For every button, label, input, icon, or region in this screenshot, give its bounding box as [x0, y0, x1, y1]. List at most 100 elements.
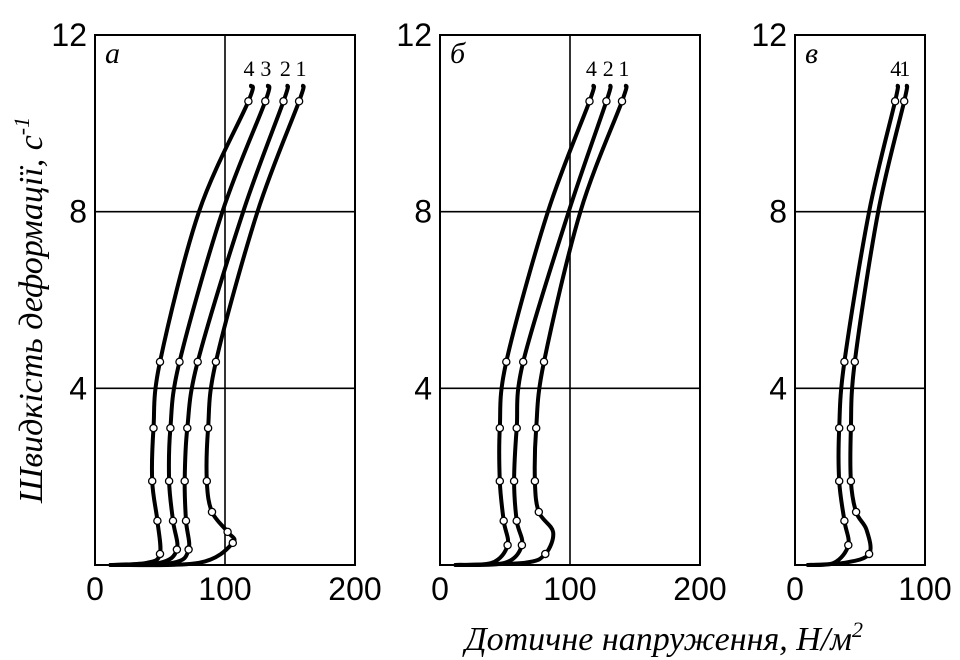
y-tick-label: 12 — [751, 17, 787, 53]
panel-letter: б — [450, 37, 466, 70]
panel-letter: a — [105, 37, 120, 70]
y-tick-label: 8 — [769, 194, 787, 230]
y-axis-title: Швидкість деформації, с-1 — [9, 117, 50, 504]
data-point — [503, 540, 512, 550]
data-point — [840, 357, 849, 367]
data-point — [149, 423, 158, 433]
x-tick-label: 100 — [543, 571, 596, 607]
y-tick-label: 4 — [414, 370, 432, 406]
data-point — [164, 476, 174, 486]
data-point — [147, 476, 157, 486]
x-axis-title: Дотичне напруження, Н/м2 — [462, 617, 863, 658]
series-label-1: 1 — [296, 56, 307, 81]
y-tick-label: 8 — [414, 194, 432, 230]
data-point — [602, 97, 611, 106]
data-point — [617, 97, 627, 106]
data-point — [834, 423, 844, 433]
data-point — [840, 516, 849, 526]
x-tick-label: 0 — [86, 571, 104, 607]
x-tick-label: 100 — [898, 571, 951, 607]
data-point — [518, 357, 528, 367]
data-point — [846, 476, 856, 486]
data-point — [502, 357, 511, 367]
x-tick-label: 200 — [673, 571, 726, 607]
x-tick-label: 100 — [198, 571, 251, 607]
data-point — [534, 507, 544, 517]
series-label-4: 4 — [244, 56, 255, 81]
plot-frame — [439, 34, 701, 566]
data-point — [846, 423, 856, 433]
data-point — [850, 357, 860, 367]
data-point — [193, 357, 202, 367]
data-point — [495, 476, 505, 486]
plot-frame — [794, 34, 926, 566]
series-label-4: 4 — [890, 56, 901, 81]
plot-frame — [94, 34, 356, 566]
series-line-1 — [453, 83, 629, 567]
series-line-1 — [806, 83, 910, 567]
data-point — [228, 538, 238, 548]
data-point — [166, 423, 175, 433]
series-label-3: 3 — [260, 56, 271, 81]
x-tick-label: 200 — [328, 571, 381, 607]
data-point — [211, 357, 221, 367]
data-point — [202, 476, 212, 486]
series-line-2 — [108, 83, 290, 567]
data-point — [155, 357, 165, 367]
y-axis-title-text: Швидкість деформації, с — [13, 135, 50, 504]
panel-letter: в — [805, 37, 818, 70]
data-point — [184, 545, 193, 554]
data-point — [153, 516, 162, 526]
data-point — [844, 540, 853, 550]
data-point — [180, 476, 189, 486]
y-tick-label: 8 — [69, 194, 87, 230]
data-point — [531, 423, 541, 433]
series-line-2 — [453, 83, 613, 567]
data-point — [834, 476, 844, 486]
data-point — [172, 545, 182, 554]
data-point — [181, 516, 191, 526]
series-label-1: 1 — [899, 56, 910, 81]
series-line-1 — [108, 83, 306, 568]
data-point — [541, 549, 550, 559]
data-point — [203, 423, 213, 433]
x-axis-title-text: Дотичне напруження, Н/м — [462, 621, 852, 658]
y-tick-label: 4 — [769, 370, 787, 406]
data-point — [530, 476, 540, 486]
x-axis-title-superscript: 2 — [852, 617, 863, 642]
data-point — [899, 97, 909, 106]
series-label-4: 4 — [586, 56, 597, 81]
data-point — [279, 97, 288, 106]
data-point — [294, 97, 304, 106]
y-tick-label: 12 — [51, 17, 87, 53]
series-label-2: 2 — [603, 56, 614, 81]
y-tick-label: 4 — [69, 370, 87, 406]
x-tick-label: 0 — [786, 571, 804, 607]
data-point — [509, 476, 519, 486]
data-point — [512, 516, 521, 526]
data-point — [585, 97, 594, 106]
series-line-3 — [108, 83, 272, 567]
y-axis-title-superscript: -1 — [9, 117, 34, 135]
data-point — [851, 507, 861, 517]
series-label-2: 2 — [280, 56, 291, 81]
data-point — [168, 516, 178, 526]
data-point — [207, 507, 217, 517]
series-label-1: 1 — [618, 56, 629, 81]
data-point — [517, 540, 527, 550]
data-point — [890, 97, 900, 106]
data-point — [223, 527, 232, 537]
data-point — [864, 549, 874, 559]
data-point — [175, 357, 184, 367]
data-point — [499, 516, 508, 526]
data-point — [495, 423, 505, 433]
series-line-4 — [453, 83, 597, 567]
data-point — [512, 423, 521, 433]
y-tick-label: 12 — [396, 17, 432, 53]
data-point — [155, 549, 165, 559]
data-point — [244, 97, 253, 106]
